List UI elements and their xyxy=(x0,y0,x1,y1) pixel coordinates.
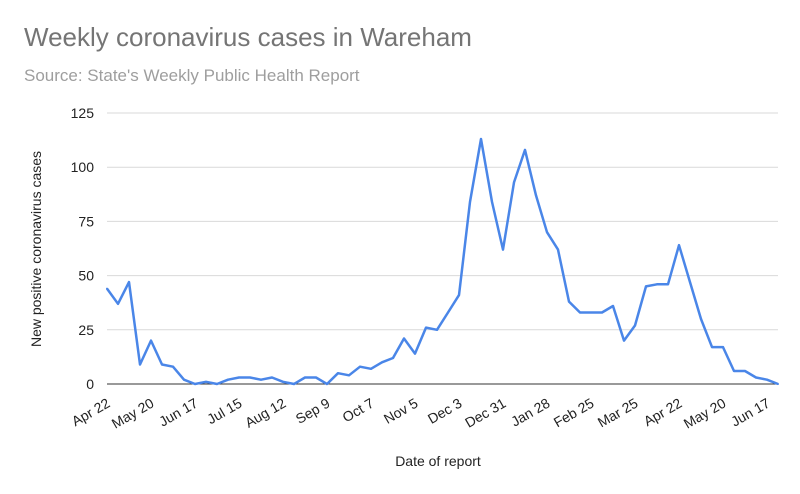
data-point xyxy=(480,138,482,141)
series-line xyxy=(105,137,779,386)
y-tick-label: 0 xyxy=(86,376,94,392)
data-point xyxy=(271,376,273,379)
data-point xyxy=(117,302,119,305)
data-point xyxy=(337,372,339,375)
data-point xyxy=(568,300,570,303)
y-tick-label: 125 xyxy=(71,105,95,121)
data-point xyxy=(733,369,735,372)
data-point xyxy=(524,148,526,151)
data-point xyxy=(370,367,372,370)
data-point xyxy=(700,317,702,320)
y-axis-ticks: 0 25 50 75 100 125 xyxy=(71,105,95,392)
data-point xyxy=(711,346,713,349)
data-point xyxy=(249,376,251,379)
data-point xyxy=(601,311,603,314)
y-tick-label: 25 xyxy=(78,322,94,338)
x-tick-label: Nov 5 xyxy=(381,395,421,427)
gridlines xyxy=(107,112,778,385)
data-point xyxy=(392,356,394,359)
x-tick-label: Dec 31 xyxy=(462,395,509,431)
chart-title: Weekly coronavirus cases in Wareham xyxy=(24,22,472,52)
data-point xyxy=(678,244,680,247)
x-tick-label: Jul 15 xyxy=(204,395,245,428)
x-tick-label: Jan 28 xyxy=(508,395,553,430)
x-tick-label: Mar 25 xyxy=(595,395,641,431)
x-tick-label: Dec 3 xyxy=(425,395,465,427)
data-point xyxy=(491,200,493,203)
data-point xyxy=(293,383,295,385)
data-point xyxy=(348,374,350,377)
data-point xyxy=(612,304,614,307)
data-point xyxy=(623,339,625,342)
x-tick-label: Jun 17 xyxy=(728,395,773,430)
data-point xyxy=(447,311,449,314)
x-tick-label: Apr 22 xyxy=(69,395,113,430)
data-point xyxy=(667,283,669,286)
y-tick-label: 75 xyxy=(78,213,94,229)
x-tick-label: Aug 12 xyxy=(242,395,289,431)
data-point xyxy=(128,281,130,284)
data-point xyxy=(260,378,262,381)
data-point xyxy=(458,294,460,297)
data-point xyxy=(139,363,141,366)
y-tick-label: 100 xyxy=(71,159,95,175)
y-tick-label: 50 xyxy=(78,268,94,284)
data-point xyxy=(689,281,691,284)
data-point xyxy=(436,328,438,331)
data-point xyxy=(469,200,471,203)
x-tick-label: May 20 xyxy=(109,395,157,432)
data-point xyxy=(150,339,152,342)
data-point xyxy=(282,380,284,383)
data-point xyxy=(590,311,592,314)
data-point xyxy=(414,352,416,355)
data-point xyxy=(359,365,361,368)
data-point xyxy=(216,383,218,385)
data-point xyxy=(425,326,427,329)
plot-area xyxy=(105,137,779,386)
data-point xyxy=(579,311,581,314)
data-point xyxy=(722,346,724,349)
data-point xyxy=(304,376,306,379)
data-point xyxy=(546,231,548,234)
data-point xyxy=(381,361,383,364)
data-point xyxy=(513,181,515,184)
x-axis-label: Date of report xyxy=(395,453,481,469)
data-point xyxy=(502,248,504,251)
data-point xyxy=(535,194,537,197)
data-point xyxy=(777,383,779,385)
data-point xyxy=(403,337,405,340)
data-point xyxy=(238,376,240,379)
data-point xyxy=(183,378,185,381)
data-point xyxy=(227,378,229,381)
data-point xyxy=(634,324,636,327)
y-axis-label: New positive coronavirus cases xyxy=(28,151,44,347)
x-tick-label: Apr 22 xyxy=(641,395,685,430)
data-point xyxy=(755,376,757,379)
data-point xyxy=(194,383,196,385)
x-tick-label: Feb 25 xyxy=(551,395,597,431)
data-point xyxy=(315,376,317,379)
x-tick-label: May 20 xyxy=(681,395,729,432)
data-point xyxy=(557,248,559,251)
data-point xyxy=(645,285,647,288)
data-point xyxy=(656,283,658,286)
data-point xyxy=(326,383,328,385)
data-point xyxy=(205,380,207,383)
data-point xyxy=(172,365,174,368)
chart-subtitle: Source: State's Weekly Public Health Rep… xyxy=(24,66,360,85)
data-point xyxy=(161,363,163,366)
data-point xyxy=(106,287,108,290)
data-point xyxy=(766,378,768,381)
data-point xyxy=(744,369,746,372)
x-tick-label: Sep 9 xyxy=(293,395,333,427)
x-tick-label: Oct 7 xyxy=(340,395,377,426)
x-tick-label: Jun 17 xyxy=(156,395,201,430)
